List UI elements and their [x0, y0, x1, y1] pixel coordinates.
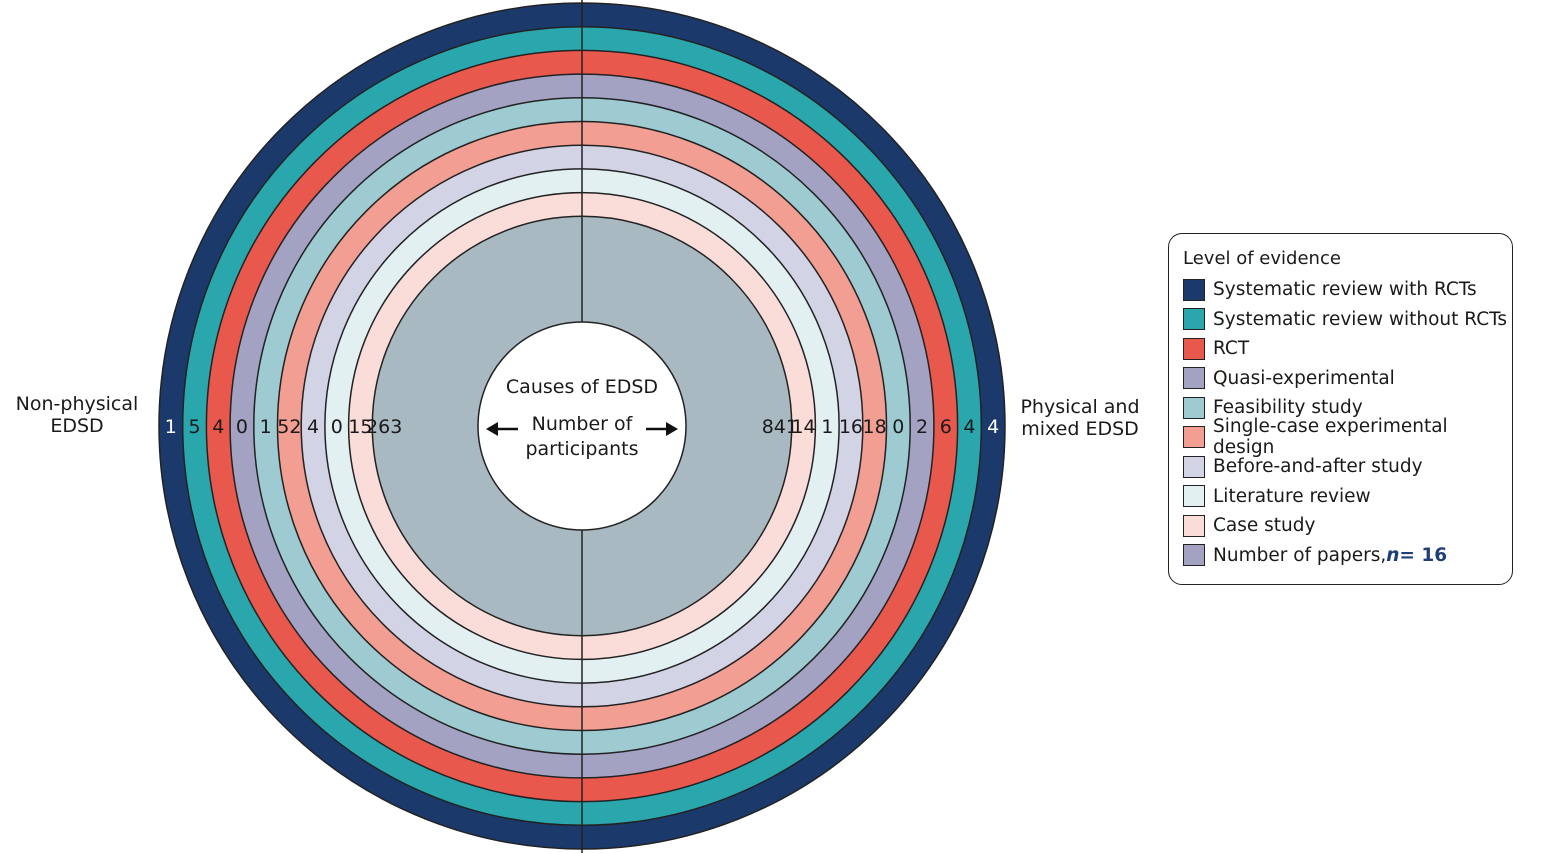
ring-value-left-0: 1: [165, 416, 177, 438]
left-arrow-icon: [486, 422, 518, 436]
ring-value-left-2: 4: [212, 416, 224, 438]
ring-value-left-7: 0: [331, 416, 343, 438]
ring-value-right-4: 0: [892, 416, 904, 438]
legend-item-label: Systematic review without RCTs: [1213, 308, 1507, 330]
ring-value-right-3: 2: [916, 416, 928, 438]
ring-value-right-0: 4: [987, 416, 999, 438]
ring-value-right-1: 4: [963, 416, 975, 438]
legend-swatch: [1183, 367, 1205, 390]
ring-value-right-7: 1: [821, 416, 833, 438]
ring-value-left-5: 52: [277, 416, 301, 438]
legend-item: RCT: [1183, 334, 1512, 364]
legend-swatch: [1183, 337, 1205, 360]
legend-swatch: [1183, 278, 1205, 301]
legend-item: Feasibility study: [1183, 393, 1512, 423]
legend-swatch: [1183, 514, 1205, 537]
legend-item: Before-and-after study: [1183, 452, 1512, 482]
legend-item-label: Systematic review with RCTs: [1213, 279, 1477, 301]
legend-item: Case study: [1183, 511, 1512, 541]
legend-item-label: Feasibility study: [1213, 397, 1363, 419]
legend-swatch: [1183, 396, 1205, 419]
legend-items: Systematic review with RCTs Systematic re…: [1183, 275, 1512, 541]
legend-item: Systematic review with RCTs: [1183, 275, 1512, 305]
legend-item: Systematic review without RCTs: [1183, 305, 1512, 335]
right-label-line1: Physical and: [1020, 396, 1140, 418]
legend-item-number-of-papers: Number of papers, n = 16: [1183, 541, 1512, 571]
ring-value-left-6: 4: [307, 416, 319, 438]
ring-value-left-9: 263: [366, 416, 402, 438]
left-label-line2: EDSD: [50, 415, 104, 437]
legend-papers-n-value: = 16: [1399, 544, 1448, 566]
ring-value-right-2: 6: [940, 416, 952, 438]
ring-value-right-6: 16: [839, 416, 863, 438]
right-label-line2: mixed EDSD: [1021, 418, 1139, 440]
left-category-label: Non-physical EDSD: [2, 393, 152, 437]
ring-value-left-1: 5: [189, 416, 201, 438]
legend-item: Single-case experimental design: [1183, 416, 1512, 458]
ring-value-right-5: 18: [863, 416, 887, 438]
center-subtitle-line1: Number of: [532, 413, 634, 435]
legend-item: Literature review: [1183, 482, 1512, 512]
right-category-label: Physical and mixed EDSD: [1010, 396, 1150, 440]
ring-value-left-4: 1: [260, 416, 272, 438]
legend-item-label: Before-and-after study: [1213, 456, 1423, 478]
rings-group: [158, 2, 1006, 850]
legend-item: Quasi-experimental: [1183, 364, 1512, 394]
center-title: Causes of EDSD: [506, 376, 658, 398]
legend-item-label: Quasi-experimental: [1213, 367, 1395, 389]
center-circle-group: Causes of EDSD Number of participants: [477, 0, 687, 853]
legend-swatch: [1183, 544, 1205, 567]
legend-item-label: Case study: [1213, 515, 1316, 537]
legend-swatch: [1183, 485, 1205, 508]
ring-value-right-9: 841: [762, 416, 798, 438]
legend-box: Level of evidence Systematic review with…: [1168, 233, 1513, 585]
right-arrow-icon: [646, 422, 678, 436]
legend-papers-n-symbol: n: [1386, 544, 1400, 566]
legend-item-label: Single-case experimental design: [1213, 416, 1448, 459]
legend-swatch: [1183, 455, 1205, 478]
legend-papers-label: Number of papers,: [1213, 544, 1387, 566]
left-label-line1: Non-physical: [15, 393, 139, 415]
ring-value-left-3: 0: [236, 416, 248, 438]
ring-value-right-8: 14: [791, 416, 815, 438]
center-subtitle-line2: participants: [525, 438, 638, 460]
legend-swatch: [1183, 426, 1205, 449]
ring-value-left-8: 15: [348, 416, 372, 438]
legend-title: Level of evidence: [1183, 248, 1341, 269]
legend-item-label: Literature review: [1213, 485, 1371, 507]
legend-swatch: [1183, 308, 1205, 331]
legend-item-label: RCT: [1213, 338, 1250, 360]
